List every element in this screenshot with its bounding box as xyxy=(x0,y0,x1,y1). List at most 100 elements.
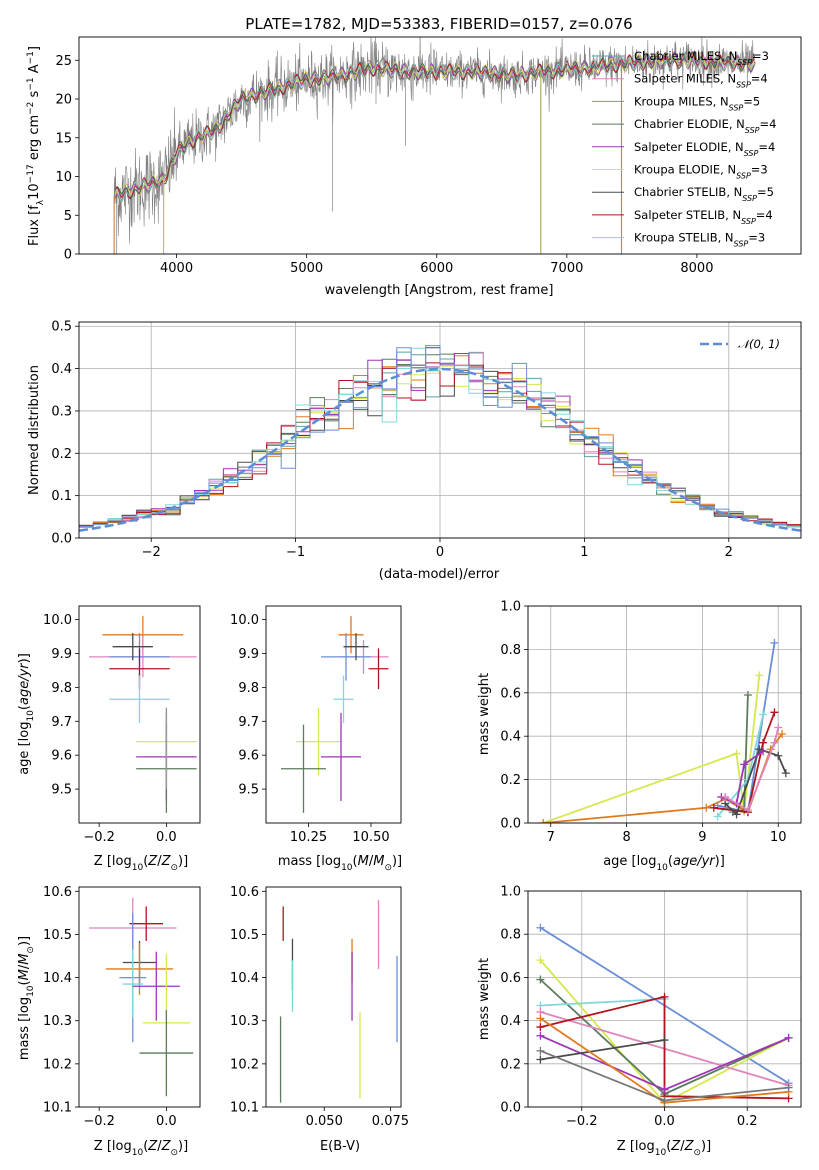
plot-area xyxy=(113,37,756,254)
y-tick-label: 0.0 xyxy=(500,817,521,832)
label-part: Z xyxy=(147,854,158,869)
x-tick-label: −0.2 xyxy=(83,1114,115,1129)
label-part: Z [ xyxy=(617,1139,635,1154)
x-tick-label: 10 xyxy=(770,830,787,845)
model-fit-line xyxy=(115,52,756,200)
y-tick-label: 0.4 xyxy=(51,362,72,377)
weight-marker xyxy=(784,1083,793,1092)
y-tick-label: 10.1 xyxy=(230,1101,259,1116)
label-part: 10 xyxy=(341,863,353,873)
label-part: M xyxy=(17,954,32,965)
x-tick-label: 5000 xyxy=(290,261,323,276)
label-part: / xyxy=(157,1139,162,1154)
label-part: ( xyxy=(143,854,148,869)
label-part: Z xyxy=(147,1139,158,1154)
axes-frame xyxy=(78,605,201,824)
label-part: ⊙ xyxy=(693,1148,701,1158)
label-part: ( xyxy=(353,854,358,869)
x-tick-label: 9 xyxy=(698,830,706,845)
label-part: Z xyxy=(670,1139,681,1154)
label-part: M xyxy=(358,854,369,869)
x-tick-label: 8000 xyxy=(680,261,713,276)
weight-line xyxy=(540,998,666,1103)
x-tick-label: 0.2 xyxy=(737,1114,758,1129)
x-tick-label: 4000 xyxy=(160,261,193,276)
histogram-step xyxy=(79,347,801,526)
weight-marker xyxy=(660,1085,669,1094)
x-axis-label: E(B-V) xyxy=(320,1139,360,1154)
weight-line xyxy=(721,750,764,805)
legend-label: 𝒩(0, 1) xyxy=(738,337,780,351)
label-part: / xyxy=(369,854,374,869)
axes-frame xyxy=(265,886,402,1108)
x-tick-label: 2 xyxy=(725,545,733,560)
gaussian-curve xyxy=(79,367,801,532)
axes-frame xyxy=(527,890,802,1108)
legend-count: =4 xyxy=(756,208,773,222)
y-axis-label: mass weight xyxy=(477,958,492,1040)
label-part: )] xyxy=(178,854,188,869)
y-tick-label: 9.9 xyxy=(238,647,259,662)
label-part: )] xyxy=(17,653,32,663)
label-part: log xyxy=(112,1139,132,1154)
x-tick-label: 0.050 xyxy=(306,1114,343,1129)
weight-marker xyxy=(732,749,741,758)
weight-marker xyxy=(536,975,545,984)
legend-sub: SSP xyxy=(745,126,760,135)
y-tick-label: 9.8 xyxy=(51,681,72,696)
label-part: 10 xyxy=(26,985,36,997)
label-part: log xyxy=(112,854,132,869)
y-tick-label: 10.2 xyxy=(230,1057,259,1072)
weight-marker xyxy=(536,1046,545,1055)
y-tick-label: 0.0 xyxy=(500,1101,521,1116)
y-tick-label: 0.6 xyxy=(500,971,521,986)
y-tick-label: 0.2 xyxy=(500,773,521,788)
y-tick-label: 10.1 xyxy=(43,1101,72,1116)
label-part: age [ xyxy=(603,854,636,869)
legend-count: =4 xyxy=(760,117,777,131)
axes-frame xyxy=(265,605,402,824)
legend-text: Chabrier STELIB, N xyxy=(634,185,742,199)
weight-marker xyxy=(743,690,752,699)
y-axis-label: age [log10(age/yr)] xyxy=(17,653,36,775)
weight-marker xyxy=(732,810,741,819)
x-axis-label: mass [log10(M/M⊙)] xyxy=(278,854,402,873)
residual-axes xyxy=(75,321,802,542)
y-tick-label: 10.4 xyxy=(230,971,259,986)
label-part: )] xyxy=(715,854,725,869)
label-part: M xyxy=(17,969,32,980)
weight-marker xyxy=(536,1014,545,1023)
y-tick-label: 0.5 xyxy=(51,320,72,335)
x-tick-label: −2 xyxy=(142,545,161,560)
y-tick-label: 10.0 xyxy=(43,613,72,628)
x-axis-label: wavelength [Angstrom, rest frame] xyxy=(325,283,554,298)
label-part: )] xyxy=(701,1139,711,1154)
y-axis-label: Normed distribution xyxy=(27,365,42,495)
label-part: ⊙ xyxy=(384,863,392,873)
x-tick-label: 10.25 xyxy=(290,830,327,845)
legend-text: Salpeter MILES, N xyxy=(634,72,736,86)
model-fit-line xyxy=(115,51,756,202)
x-tick-label: 0 xyxy=(436,545,444,560)
x-tick-label: 10.50 xyxy=(352,830,389,845)
legend-text: Kroupa ELODIE, N xyxy=(634,163,736,177)
y-tick-label: 1.0 xyxy=(500,885,521,900)
legend-count: =4 xyxy=(758,140,775,154)
label-part: ⊙ xyxy=(170,1148,178,1158)
weight-marker xyxy=(781,769,790,778)
x-tick-label: 7000 xyxy=(550,261,583,276)
spectrum-axes xyxy=(75,36,802,258)
label-part: Z xyxy=(684,1139,695,1154)
weight-marker xyxy=(759,747,768,756)
weight-vs-age-axes xyxy=(524,605,802,827)
axes-frame xyxy=(78,886,201,1108)
y-axis-label: mass [log10(M/M⊙)] xyxy=(17,936,36,1060)
y-tick-label: 9.7 xyxy=(238,715,259,730)
x-tick-label: 8 xyxy=(622,830,630,845)
y-tick-label: 0 xyxy=(64,248,72,263)
legend-label: Chabrier ELODIE, NSSP=4 xyxy=(634,117,776,135)
y-tick-label: 9.5 xyxy=(238,783,259,798)
axes-frame xyxy=(527,605,802,824)
x-tick-label: 0.0 xyxy=(654,1114,675,1129)
